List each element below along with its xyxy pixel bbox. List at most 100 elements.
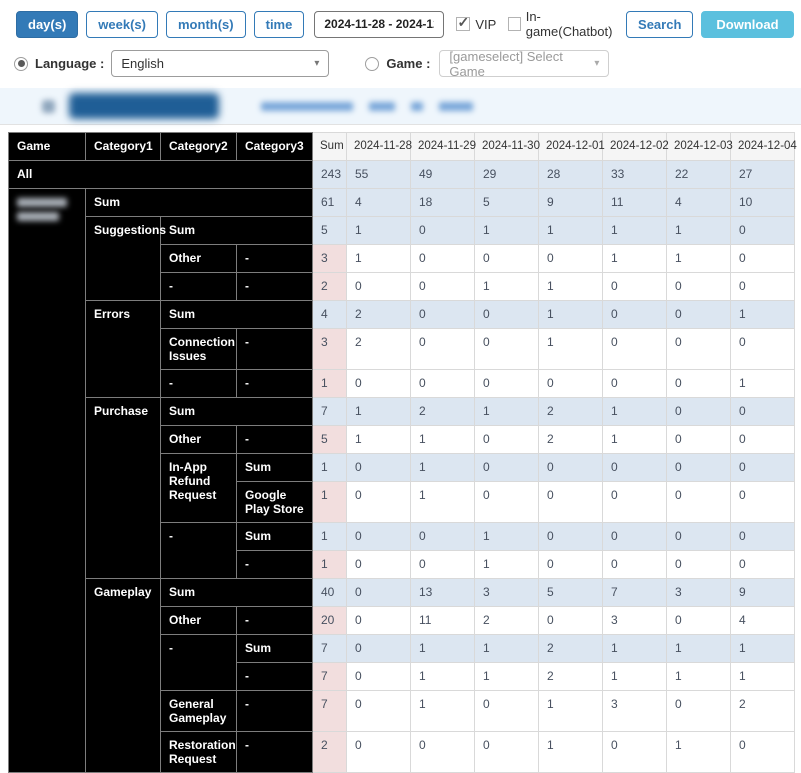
value-cell: 1 — [346, 216, 411, 245]
category-cell: Suggestions — [85, 216, 166, 301]
blurred-text — [17, 212, 59, 221]
table-row: Suggestions Sum 5 1 0 1 1 1 1 0 — [9, 216, 795, 301]
value-cell: 1 — [602, 634, 667, 663]
sum-value-cell: 1 — [312, 550, 347, 579]
sum-value-cell: 7 — [312, 662, 347, 691]
value-cell: 1 — [346, 397, 411, 426]
value-cell: 1 — [410, 425, 475, 454]
value-cell: 1 — [730, 662, 795, 691]
value-cell: 2 — [538, 634, 603, 663]
value-cell: 1 — [474, 662, 539, 691]
ingame-chatbot-checkbox[interactable] — [508, 17, 521, 31]
column-header: 2024-12-03 — [666, 132, 733, 161]
download-button[interactable]: Download — [701, 10, 794, 38]
value-cell: 55 — [346, 160, 411, 189]
value-cell: 1 — [474, 550, 539, 579]
range-button-time[interactable]: time — [253, 10, 305, 38]
sum-value-cell: 243 — [312, 160, 347, 189]
category-cell: - — [236, 369, 313, 398]
table-row: Purchase Sum 7 1 2 1 2 1 0 0 — [9, 397, 795, 579]
value-cell: 0 — [346, 578, 411, 607]
game-select-value: [gameselect] Select Game — [449, 48, 563, 79]
value-cell: 2 — [410, 397, 475, 426]
vip-checkbox[interactable]: ✓ — [456, 15, 471, 31]
value-cell: 0 — [730, 522, 795, 551]
value-cell: 0 — [410, 244, 475, 273]
table-row: Other -20 0 11 2 0 3 0 4 — [9, 606, 795, 635]
game-select[interactable]: [gameselect] Select Game ▾ — [439, 48, 610, 79]
value-cell: 0 — [730, 731, 795, 773]
value-cell: 7 — [602, 578, 667, 607]
column-header: Category1 — [85, 132, 161, 161]
category-cell: - — [236, 244, 313, 273]
range-button-weeks[interactable]: week(s) — [86, 10, 158, 38]
value-cell: 1 — [410, 634, 475, 663]
radio-dot-icon — [17, 60, 25, 67]
value-cell: 0 — [346, 369, 411, 398]
value-cell: 0 — [474, 481, 539, 523]
range-button-months[interactable]: month(s) — [166, 10, 246, 38]
sum-value-cell: 1 — [312, 369, 347, 398]
language-select[interactable]: English ▾ — [111, 50, 330, 77]
caret-down-icon: ▾ — [314, 58, 320, 69]
value-cell: 1 — [474, 522, 539, 551]
category-cell: Gameplay — [85, 578, 161, 773]
column-header: 2024-11-28 — [346, 132, 412, 161]
category-cell: Sum — [236, 634, 313, 663]
category-cell: All — [8, 160, 313, 189]
game-label: Game : — [386, 56, 431, 71]
value-cell: 11 — [602, 188, 667, 217]
value-cell: 0 — [346, 662, 411, 691]
category-cell: Restoration Request — [160, 731, 237, 773]
table-row: All 243 55 49 29 28 33 22 27 — [8, 160, 795, 189]
range-button-days[interactable]: day(s) — [16, 10, 79, 38]
sum-value-cell: 1 — [312, 453, 347, 482]
category-cell: - — [236, 690, 313, 732]
value-cell: 1 — [410, 690, 475, 732]
blurred-action-strip — [0, 88, 801, 125]
value-cell: 0 — [602, 272, 667, 301]
value-cell: 0 — [410, 216, 475, 245]
value-cell: 3 — [602, 690, 667, 732]
value-cell: 0 — [730, 453, 795, 482]
value-cell: 0 — [346, 690, 411, 732]
column-header: 2024-11-30 — [474, 132, 540, 161]
value-cell: 1 — [346, 425, 411, 454]
date-range-input[interactable] — [314, 10, 445, 38]
column-header: 2024-12-01 — [538, 132, 605, 161]
value-cell: 9 — [730, 578, 795, 607]
sum-value-cell: 2 — [312, 731, 347, 773]
value-cell: 28 — [538, 160, 603, 189]
value-cell: 0 — [538, 481, 603, 523]
value-cell: 0 — [410, 550, 475, 579]
category-cell: Sum — [160, 578, 313, 607]
table-row: - Sum 7 0 1 1 2 1 1 1 — [9, 634, 795, 691]
blurred-link — [369, 101, 395, 111]
column-header: Category2 — [160, 132, 237, 161]
value-cell: 1 — [474, 634, 539, 663]
sum-value-cell: 2 — [312, 272, 347, 301]
value-cell: 1 — [538, 272, 603, 301]
value-cell: 49 — [410, 160, 475, 189]
game-radio[interactable] — [365, 56, 380, 71]
blurred-text — [17, 198, 67, 207]
language-radio[interactable] — [14, 56, 28, 71]
sum-value-cell: 7 — [312, 634, 347, 663]
value-cell: 0 — [730, 397, 795, 426]
blurred-link — [261, 101, 353, 111]
table-row: Google Play Store 1 0 1 0 0 0 0 0 — [9, 481, 795, 523]
category-cell: - — [160, 369, 237, 398]
value-cell: 9 — [538, 188, 603, 217]
value-cell: 1 — [474, 397, 539, 426]
value-cell: 1 — [538, 300, 603, 329]
sum-value-cell: 3 — [312, 328, 347, 370]
blurred-primary-button[interactable] — [69, 93, 219, 119]
table-row: Gameplay Sum 40 0 13 3 5 7 3 9 — [9, 578, 795, 773]
search-button[interactable]: Search — [626, 10, 694, 38]
value-cell: 1 — [730, 634, 795, 663]
value-cell: 0 — [474, 453, 539, 482]
table-row: - Sum 1 0 0 1 0 0 0 0 — [9, 522, 795, 579]
sum-value-cell: 5 — [312, 425, 347, 454]
